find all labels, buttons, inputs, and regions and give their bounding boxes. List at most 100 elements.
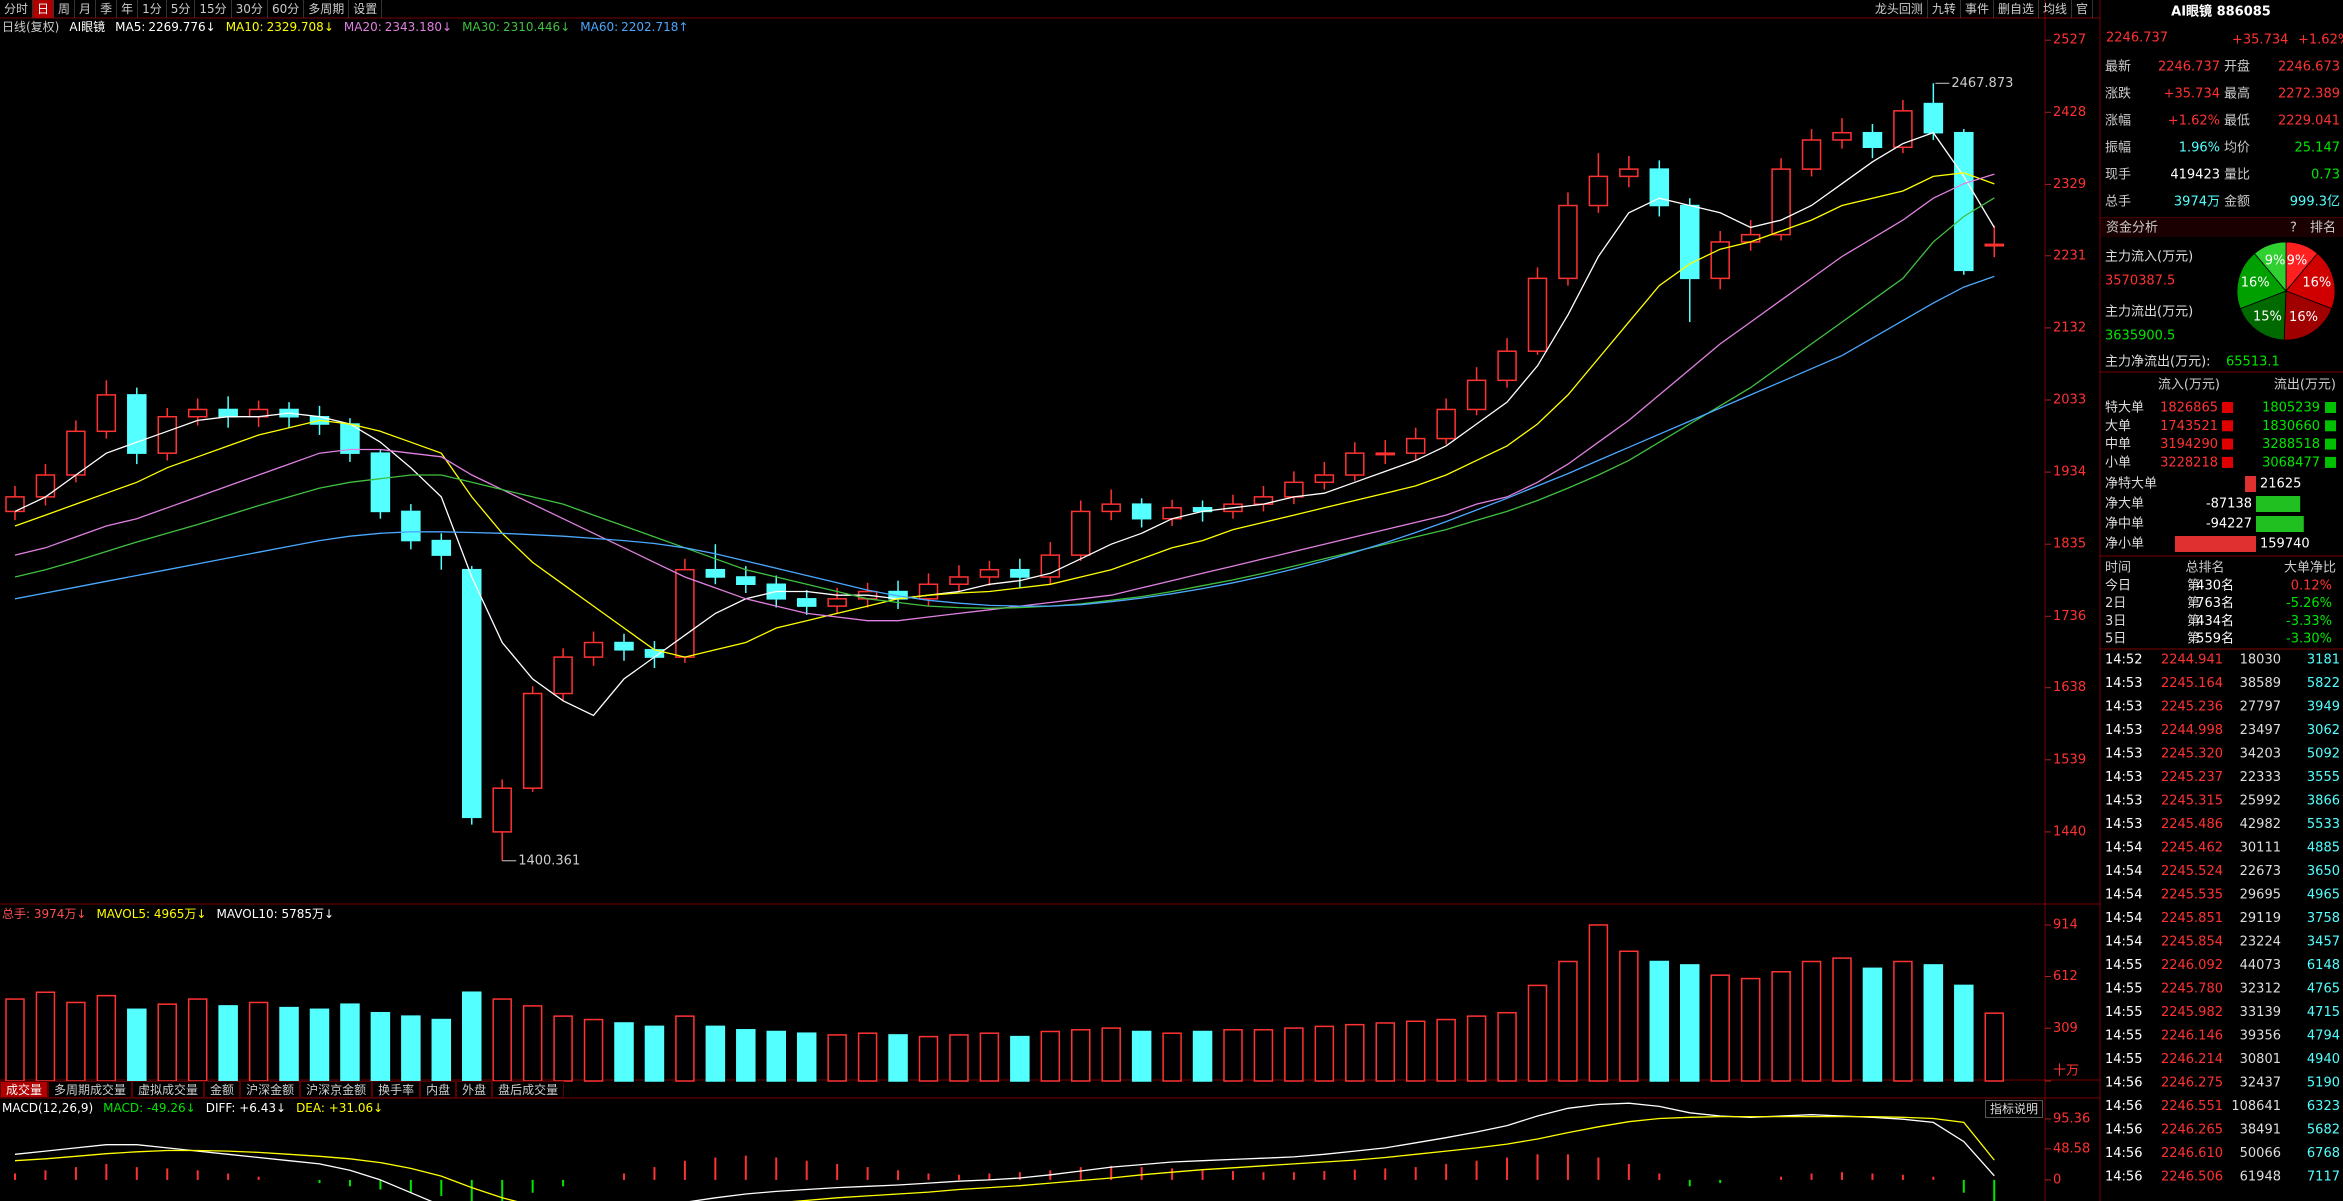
rank-prefix: 第 bbox=[2187, 632, 2200, 647]
tool-button[interactable]: 龙头回测 bbox=[1871, 0, 1928, 18]
volume-bar bbox=[1527, 984, 1548, 1082]
indicator-tab[interactable]: 多周期成交量 bbox=[48, 1081, 133, 1098]
quote-value: 2246.737 bbox=[2158, 60, 2220, 75]
volume-bar bbox=[949, 1034, 969, 1082]
tick-price: 2245.780 bbox=[2161, 982, 2223, 997]
tick-volume: 39356 bbox=[2240, 1029, 2281, 1044]
period-tab[interactable]: 30分 bbox=[232, 0, 268, 18]
indicator-tab[interactable]: 成交量 bbox=[0, 1081, 49, 1098]
volume-bar bbox=[1862, 967, 1883, 1082]
rank-link: 排名 bbox=[2310, 220, 2336, 236]
candle-body bbox=[522, 692, 543, 789]
quote-label: 金额 bbox=[2224, 194, 2250, 210]
tool-button[interactable]: 均线 bbox=[2039, 0, 2072, 18]
tick-price: 2245.851 bbox=[2161, 911, 2223, 926]
candle-body bbox=[827, 598, 847, 607]
period-tab[interactable]: 日 bbox=[33, 0, 55, 18]
legend-entry: MA60: 2202.718↑ bbox=[580, 19, 688, 35]
macd-legend-entry: MACD(12,26,9) bbox=[2, 1101, 94, 1115]
candle-body bbox=[1527, 277, 1548, 352]
candle-body bbox=[1619, 168, 1639, 178]
indicator-tab[interactable]: 内盘 bbox=[420, 1081, 457, 1098]
candle-body bbox=[66, 430, 86, 476]
tick-price: 2246.214 bbox=[2161, 1052, 2223, 1067]
tool-button[interactable]: 事件 bbox=[1961, 0, 1994, 18]
tick-time: 14:54 bbox=[2105, 864, 2142, 879]
candle-body bbox=[1284, 481, 1304, 498]
indicator-tab[interactable]: 外盘 bbox=[456, 1081, 493, 1098]
rank-period: 今日 bbox=[2105, 578, 2131, 594]
help-text[interactable]: 指标说明 bbox=[1985, 1100, 2044, 1118]
volume-legend: 总手: 3974万↓ MAVOL5: 4965万↓ MAVOL10: 5785万↓ bbox=[2, 906, 334, 922]
volume-bar bbox=[614, 1022, 634, 1082]
candle-body bbox=[979, 568, 1000, 578]
tick-time: 14:56 bbox=[2105, 1123, 2142, 1138]
indicator-tab[interactable]: 盘后成交量 bbox=[492, 1081, 565, 1098]
volume-bar bbox=[1284, 1027, 1304, 1082]
volume-bar bbox=[1923, 964, 1944, 1082]
volume-bar bbox=[370, 1011, 391, 1082]
candle-body bbox=[1558, 204, 1578, 280]
macd-dea-line bbox=[14, 1115, 1995, 1201]
help-button[interactable]: 指标说明 bbox=[1985, 1100, 2044, 1118]
help-icon: ? bbox=[2290, 221, 2297, 236]
candle-body bbox=[1497, 350, 1517, 382]
tool-button[interactable]: 删自选 bbox=[1994, 0, 2039, 18]
period-tab[interactable]: 设置 bbox=[349, 0, 383, 18]
volume-bar bbox=[888, 1034, 908, 1082]
net-order-label: 净小单 bbox=[2105, 537, 2144, 552]
volume-bar bbox=[1680, 964, 1700, 1082]
tick-price: 2244.941 bbox=[2161, 653, 2223, 668]
period-tab[interactable]: 季 bbox=[96, 0, 118, 18]
macd-tick-label: 95.36 bbox=[2053, 1111, 2090, 1126]
period-tab[interactable]: 1分 bbox=[138, 0, 167, 18]
period-tab[interactable]: 15分 bbox=[195, 0, 232, 18]
volume-bar bbox=[1223, 1029, 1243, 1082]
legend-entry: MA30: 2310.446↓ bbox=[462, 19, 570, 35]
candle-body bbox=[1588, 175, 1609, 207]
period-tab[interactable]: 周 bbox=[54, 0, 76, 18]
period-bar: 分时日周月季年 1分 5分 15分 30分 60分 多周期 设置 bbox=[0, 0, 383, 18]
volume-bar bbox=[35, 991, 56, 1082]
period-tab[interactable]: 分时 bbox=[0, 0, 34, 18]
indicator-tab[interactable]: 金额 bbox=[204, 1081, 241, 1098]
tool-button[interactable]: 九转 bbox=[1928, 0, 1961, 18]
indicator-tab[interactable]: 换手率 bbox=[372, 1081, 421, 1098]
tick-time: 14:54 bbox=[2105, 888, 2142, 903]
volume-bar bbox=[705, 1025, 726, 1082]
volume-bar bbox=[279, 1006, 299, 1082]
macd-legend-entry: DEA: +31.06↓ bbox=[296, 1101, 384, 1115]
tick-price: 2245.320 bbox=[2161, 747, 2223, 762]
period-tab[interactable]: 多周期 bbox=[304, 0, 350, 18]
period-tab[interactable]: 月 bbox=[75, 0, 97, 18]
rank-value: 559名 bbox=[2196, 631, 2234, 647]
order-label: 大单 bbox=[2105, 419, 2131, 434]
volume-bar bbox=[1771, 970, 1791, 1082]
period-tab[interactable]: 5分 bbox=[167, 0, 196, 18]
period-tab[interactable]: 年 bbox=[117, 0, 139, 18]
legend-name: MA5: bbox=[115, 20, 146, 34]
quote-value: 2246.673 bbox=[2278, 60, 2340, 75]
volume-bar bbox=[248, 1001, 269, 1082]
tick-count: 4965 bbox=[2307, 888, 2340, 903]
candle-body bbox=[949, 576, 969, 586]
tick-volume: 32437 bbox=[2240, 1076, 2281, 1091]
volume-bar bbox=[644, 1025, 665, 1082]
min-annotation: 1400.361 bbox=[518, 853, 580, 868]
period-tab[interactable]: 60分 bbox=[268, 0, 305, 18]
candle-body bbox=[736, 576, 756, 586]
net-label: 主力净流出(万元): bbox=[2105, 355, 2211, 370]
ma-line bbox=[14, 197, 1995, 609]
volume-bar bbox=[1253, 1029, 1274, 1082]
outflow-value: 3635900.5 bbox=[2105, 329, 2175, 344]
tick-price: 2246.146 bbox=[2161, 1029, 2223, 1044]
indicator-tab[interactable]: 虚拟成交量 bbox=[132, 1081, 205, 1098]
indicator-tab[interactable]: 沪深金额 bbox=[240, 1081, 301, 1098]
volume-bar bbox=[187, 998, 208, 1082]
volume-bar bbox=[918, 1035, 939, 1082]
legend-entry: MA10: 2329.708↓ bbox=[226, 19, 334, 35]
indicator-tab[interactable]: 沪深京金额 bbox=[300, 1081, 373, 1098]
tool-button[interactable]: 官 bbox=[2072, 0, 2093, 18]
net-order-value: 21625 bbox=[2260, 477, 2301, 492]
candle-body bbox=[918, 583, 939, 600]
